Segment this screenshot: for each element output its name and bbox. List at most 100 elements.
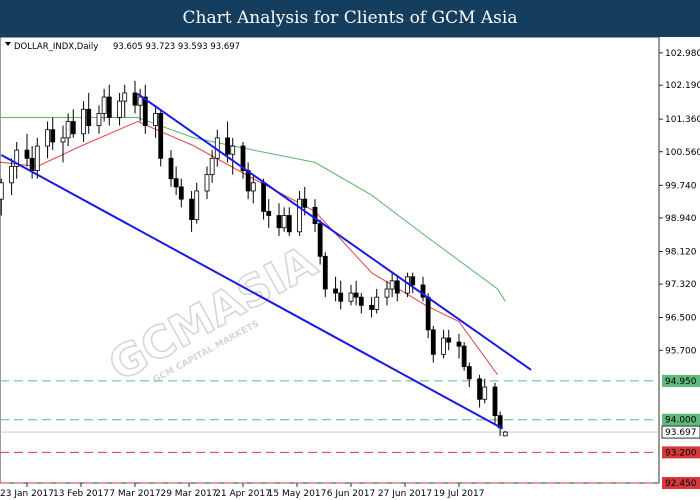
candle-body	[384, 288, 390, 298]
candle-body	[348, 292, 354, 302]
level-tag	[662, 374, 700, 387]
y-tick-label: 102.980	[665, 49, 700, 59]
level-lines: 94.950 94.000 93.200 92.450 93.697	[0, 374, 700, 489]
candle-body	[65, 121, 71, 139]
moving-average-line	[0, 120, 499, 376]
y-tick-label: 102.190	[665, 81, 700, 91]
level-tag	[662, 446, 700, 459]
candle-body	[261, 182, 266, 212]
y-tick-label: 95.700	[665, 346, 697, 356]
level-tag	[662, 477, 700, 489]
candle-body	[194, 190, 200, 220]
trend-channel	[0, 92, 532, 430]
candle-body	[50, 129, 56, 143]
candle-body	[0, 182, 4, 200]
channel-lower-line	[0, 154, 504, 430]
level-tag-label: 92.450	[665, 479, 697, 489]
candle-body	[466, 366, 472, 380]
candle-body	[81, 108, 86, 135]
candle-body	[276, 215, 282, 229]
candle-body	[477, 378, 482, 400]
plot-area	[0, 37, 660, 484]
y-tick-label: 98.940	[665, 214, 697, 224]
candles	[0, 80, 508, 437]
level-tag-label: 94.000	[665, 416, 697, 426]
x-tick-label: 29 Mar 2017	[160, 489, 217, 499]
candle-body	[430, 329, 436, 355]
candle-body	[266, 210, 272, 216]
x-tick-label: 19 Jul 2017	[434, 489, 485, 499]
candle-body	[286, 215, 292, 233]
x-tick-label: 23 Jan 2017	[0, 489, 54, 499]
candle-body	[322, 255, 328, 290]
price-chart: GCMASIA GCM CAPITAL MARKETS 94.95094.000…	[0, 37, 700, 499]
x-tick-label: 21 Apr 2017	[215, 489, 271, 499]
x-tick-label: 7 Mar 2017	[109, 489, 160, 499]
x-tick-label: 13 Feb 2017	[53, 489, 109, 499]
candle-body	[369, 304, 374, 310]
current-price-label: 93.697	[665, 428, 697, 438]
candle-body	[338, 292, 344, 302]
candle-body	[24, 149, 30, 159]
candle-body	[96, 112, 102, 127]
y-tick-label: 100.560	[665, 148, 700, 158]
candle-body	[374, 296, 380, 310]
candle-body	[240, 145, 246, 171]
channel-upper-line	[136, 92, 532, 371]
x-axis: 23 Jan 2017 13 Feb 2017 7 Mar 2017 29 Mar 2…	[0, 483, 484, 499]
candle-body	[14, 149, 20, 167]
candle-body	[302, 198, 308, 208]
candle-body	[482, 386, 488, 400]
moving-average-line	[0, 117, 506, 302]
candle-body	[492, 386, 498, 417]
level-tag-label: 94.950	[665, 377, 697, 387]
candle-body	[333, 288, 338, 294]
y-tick-label: 97.320	[665, 280, 697, 290]
candle-body	[189, 198, 194, 220]
candle-body	[425, 296, 431, 331]
x-tick-label: 27 Jun 2017	[378, 489, 432, 499]
candle-body	[441, 337, 446, 355]
candle-body	[389, 280, 395, 290]
level-tag-label: 93.200	[665, 448, 697, 458]
y-tick-label: 99.740	[665, 181, 697, 191]
symbol-label: DOLLAR_INDX,Daily	[14, 42, 98, 52]
candle-body	[106, 96, 112, 118]
candle-body	[502, 431, 508, 437]
candle-body	[168, 157, 174, 180]
candle-body	[446, 337, 452, 343]
candle-body	[29, 157, 35, 171]
candle-body	[153, 112, 158, 127]
x-tick-label: 6 Jun 2017	[327, 489, 375, 499]
candle-body	[456, 341, 462, 347]
candle-body	[122, 92, 128, 102]
candle-body	[178, 186, 184, 200]
candle-body	[132, 92, 138, 106]
candle-body	[173, 178, 179, 188]
candle-body	[312, 206, 318, 225]
candle-body	[209, 157, 215, 176]
candle-body	[9, 166, 14, 184]
candle-body	[204, 174, 210, 192]
candle-body	[230, 145, 236, 155]
candle-body	[70, 121, 76, 135]
candle-body	[410, 276, 416, 286]
candle-body	[158, 112, 164, 159]
candle-body	[225, 137, 230, 155]
candle-body	[137, 96, 143, 106]
y-tick-label: 98.120	[665, 247, 697, 257]
moving-averages	[0, 117, 506, 376]
candle-body	[297, 198, 302, 233]
candle-body	[358, 296, 364, 306]
candle-body	[45, 129, 50, 147]
page-title: Chart Analysis for Clients of GCM Asia	[0, 0, 700, 37]
candle-body	[281, 215, 287, 229]
candle-body	[250, 182, 256, 192]
candle-body	[60, 137, 66, 143]
candle-body	[317, 223, 323, 257]
candle-body	[394, 280, 400, 294]
y-tick-label: 96.500	[665, 314, 697, 324]
candle-body	[34, 145, 40, 171]
dropdown-triangle-icon[interactable]	[5, 42, 11, 46]
y-axis: 102.980 102.190 101.360 100.560 99.740 98.940…	[659, 49, 700, 356]
